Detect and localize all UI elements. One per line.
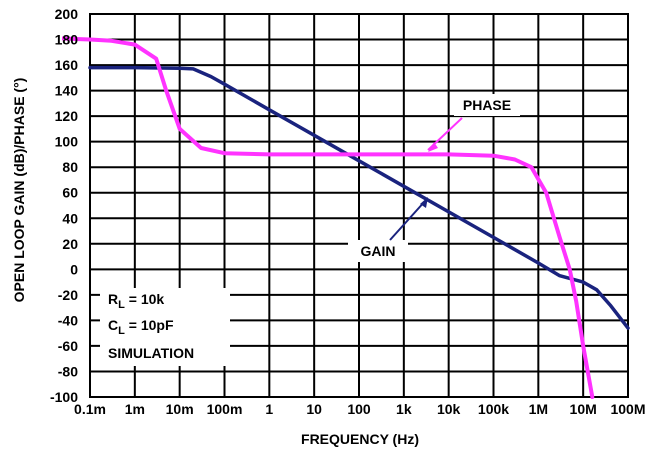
y-tick-label: 160 — [55, 57, 79, 73]
x-tick-label: 1M — [529, 401, 548, 417]
gain-annotation-arrow — [389, 199, 427, 241]
simulation-label: SIMULATION — [108, 345, 194, 361]
x-tick-label: 10M — [570, 401, 597, 417]
y-tick-label: 40 — [62, 210, 78, 226]
y-tick-label: 100 — [55, 134, 79, 150]
y-axis-title: OPEN LOOP GAIN (dB)/PHASE (°) — [11, 78, 27, 303]
y-tick-label: 120 — [55, 108, 79, 124]
x-tick-label: 100 — [347, 401, 371, 417]
y-tick-label: 60 — [62, 185, 78, 201]
cl-label: CL = 10pF — [108, 317, 174, 337]
series-layer — [61, 36, 630, 399]
conditions-box: RL = 10k CL = 10pF SIMULATION — [100, 288, 230, 366]
y-tick-label: 200 — [55, 6, 79, 22]
y-tick-label: -100 — [50, 389, 78, 405]
tick-labels: 0.1m 1m 10m 100m 1 10 100 1k 10k 100k 1M 10M 100M200… — [50, 6, 646, 417]
x-tick-label: 1 — [265, 401, 273, 417]
x-tick-label: 1k — [396, 401, 412, 417]
phase-arrowhead — [428, 142, 438, 152]
x-tick-label: 100k — [478, 401, 509, 417]
y-tick-label: 180 — [55, 32, 79, 48]
x-tick-label: 100M — [610, 401, 645, 417]
x-tick-label: 10k — [437, 401, 461, 417]
y-tick-label: 140 — [55, 83, 79, 99]
gain-arrowhead — [420, 197, 428, 208]
y-tick-label: 20 — [62, 236, 78, 252]
y-tick-label: -40 — [58, 312, 78, 328]
gain-annotation-label: GAIN — [361, 243, 396, 259]
y-tick-label: 80 — [62, 159, 78, 175]
x-tick-label: 100m — [207, 401, 243, 417]
series-line-gain — [88, 65, 630, 330]
phase-annotation-label: PHASE — [463, 97, 511, 113]
x-tick-label: 10 — [306, 401, 322, 417]
y-tick-label: -80 — [58, 363, 78, 379]
x-axis-title: FREQUENCY (Hz) — [301, 431, 419, 447]
y-tick-label: -20 — [58, 287, 78, 303]
x-tick-label: 1m — [125, 401, 145, 417]
gain-annotation: GAIN — [348, 197, 428, 262]
phase-lead-in — [61, 36, 91, 42]
y-tick-label: 0 — [70, 261, 78, 277]
phase-annotation: PHASE — [427, 94, 520, 152]
rl-label: RL = 10k — [108, 291, 164, 311]
plot-frame — [89, 13, 629, 398]
grid — [89, 13, 629, 398]
series-line-phase — [88, 37, 595, 399]
x-tick-label: 10m — [166, 401, 194, 417]
x-tick-label: 0.1m — [74, 401, 106, 417]
y-tick-label: -60 — [58, 338, 78, 354]
